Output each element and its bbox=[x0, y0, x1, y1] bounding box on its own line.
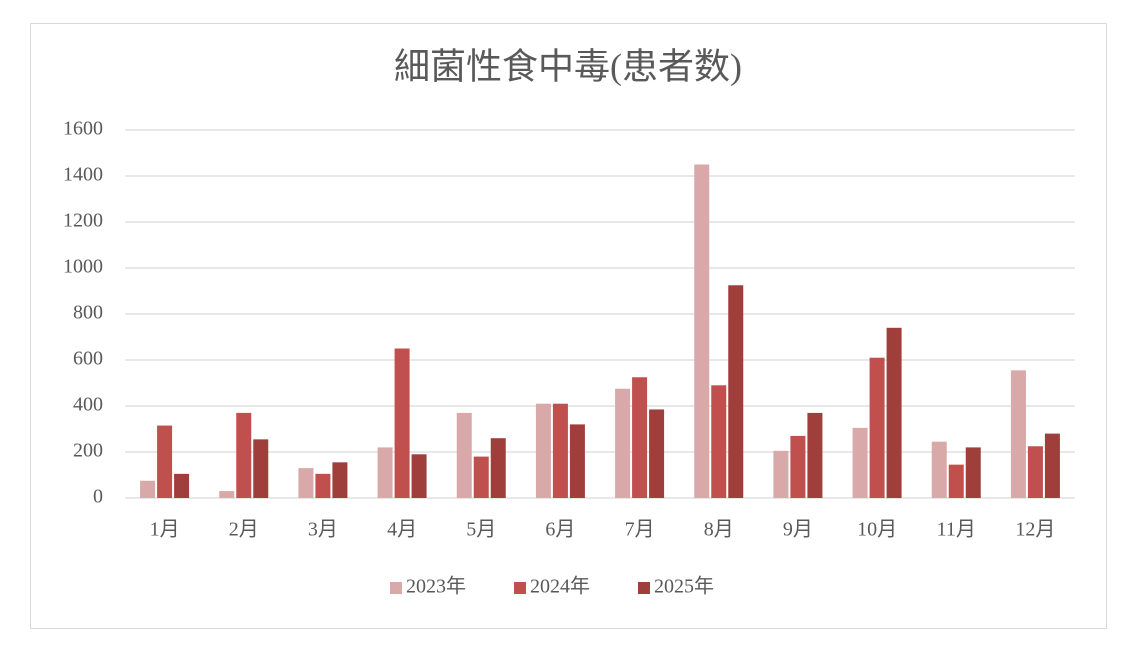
bar bbox=[965, 447, 981, 498]
bar bbox=[174, 473, 190, 498]
bar bbox=[219, 491, 235, 498]
bar bbox=[298, 468, 314, 498]
bar bbox=[157, 425, 173, 498]
bar bbox=[615, 388, 631, 498]
bar bbox=[1010, 370, 1026, 498]
chart-title: 細菌性食中毒(患者数) bbox=[394, 46, 742, 86]
bar bbox=[886, 327, 902, 498]
y-tick-label: 1600 bbox=[63, 118, 103, 140]
bar bbox=[1044, 433, 1060, 498]
bar bbox=[315, 473, 331, 498]
x-tick-label: 10月 bbox=[857, 519, 897, 541]
bar bbox=[728, 285, 744, 498]
x-tick-label: 7月 bbox=[625, 519, 655, 541]
bar bbox=[535, 403, 551, 498]
bar bbox=[552, 403, 568, 498]
bar bbox=[490, 438, 506, 498]
bar bbox=[456, 412, 472, 498]
bar bbox=[394, 348, 410, 498]
x-tick-label: 6月 bbox=[545, 519, 575, 541]
x-tick-label: 5月 bbox=[466, 519, 496, 541]
y-tick-label: 1200 bbox=[63, 210, 103, 232]
bar bbox=[807, 412, 823, 498]
bar bbox=[790, 435, 806, 498]
bar bbox=[411, 454, 427, 498]
y-tick-label: 0 bbox=[93, 486, 103, 508]
legend-label: 2024年 bbox=[530, 575, 590, 598]
bar bbox=[332, 462, 348, 498]
x-tick-label: 8月 bbox=[704, 519, 734, 541]
bar bbox=[931, 441, 947, 498]
bar bbox=[711, 385, 727, 498]
legend-swatch bbox=[390, 582, 402, 594]
y-tick-label: 200 bbox=[73, 440, 103, 462]
chart-frame bbox=[30, 23, 1107, 629]
y-tick-label: 1400 bbox=[63, 164, 103, 186]
bar bbox=[632, 377, 648, 498]
bar bbox=[649, 409, 665, 498]
legend-swatch bbox=[638, 582, 650, 594]
y-tick-label: 600 bbox=[73, 348, 103, 370]
bar bbox=[236, 412, 252, 498]
bar bbox=[253, 439, 269, 498]
x-tick-label: 2月 bbox=[229, 519, 259, 541]
legend-swatch bbox=[514, 582, 526, 594]
bar bbox=[869, 357, 885, 498]
x-tick-label: 11月 bbox=[937, 519, 976, 541]
x-tick-label: 3月 bbox=[308, 519, 338, 541]
bar bbox=[694, 164, 710, 498]
y-tick-label: 400 bbox=[73, 394, 103, 416]
y-tick-label: 800 bbox=[73, 302, 103, 324]
y-tick-label: 1000 bbox=[63, 256, 103, 278]
legend-label: 2023年 bbox=[406, 575, 466, 598]
legend-label: 2025年 bbox=[654, 575, 714, 598]
bar bbox=[852, 427, 868, 498]
bar bbox=[377, 447, 393, 498]
bar bbox=[1027, 446, 1043, 498]
bar bbox=[473, 456, 489, 498]
x-tick-label: 12月 bbox=[1015, 519, 1055, 541]
x-tick-label: 9月 bbox=[783, 519, 813, 541]
x-tick-label: 4月 bbox=[387, 519, 417, 541]
bar bbox=[140, 480, 156, 498]
bar bbox=[569, 424, 585, 498]
bar bbox=[773, 450, 789, 498]
bar bbox=[948, 464, 964, 498]
x-tick-label: 1月 bbox=[150, 519, 180, 541]
